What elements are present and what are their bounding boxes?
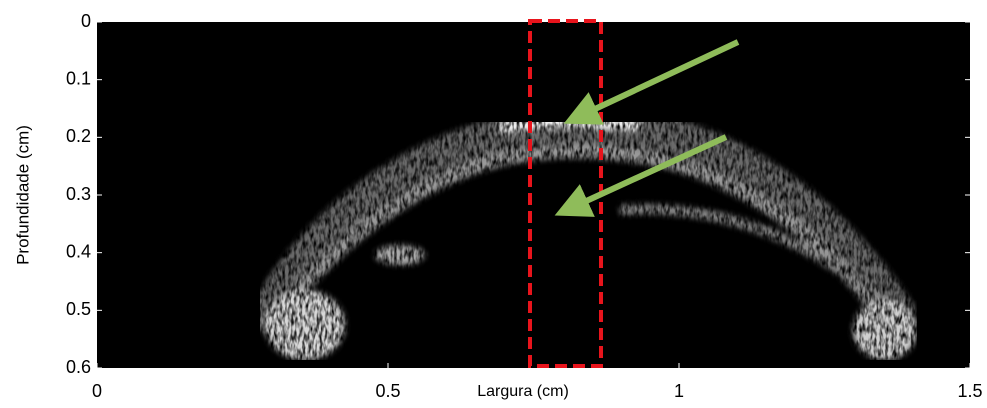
- y-tick-label: 0.4: [66, 241, 91, 261]
- tissue: [242, 107, 917, 360]
- y-tick-label: 0.2: [66, 126, 91, 146]
- x-tick-label: 1.5: [957, 381, 982, 401]
- y-tick-label: 0.6: [66, 357, 91, 377]
- ultrasound-image: [97, 22, 970, 368]
- arrow: [563, 39, 740, 125]
- x-tick-label: 1: [674, 381, 684, 401]
- y-tick-label: 0: [81, 11, 91, 31]
- y-tick-label: 0.5: [66, 299, 91, 319]
- arrow: [554, 134, 728, 217]
- x-tick-label: 0.5: [375, 381, 400, 401]
- x-tick-label: 0: [92, 381, 102, 401]
- x-axis-label: Largura (cm): [477, 383, 569, 400]
- y-tick-label: 0.1: [66, 68, 91, 88]
- y-tick-label: 0.3: [66, 184, 91, 204]
- y-axis-label: Profundidade (cm): [13, 125, 32, 265]
